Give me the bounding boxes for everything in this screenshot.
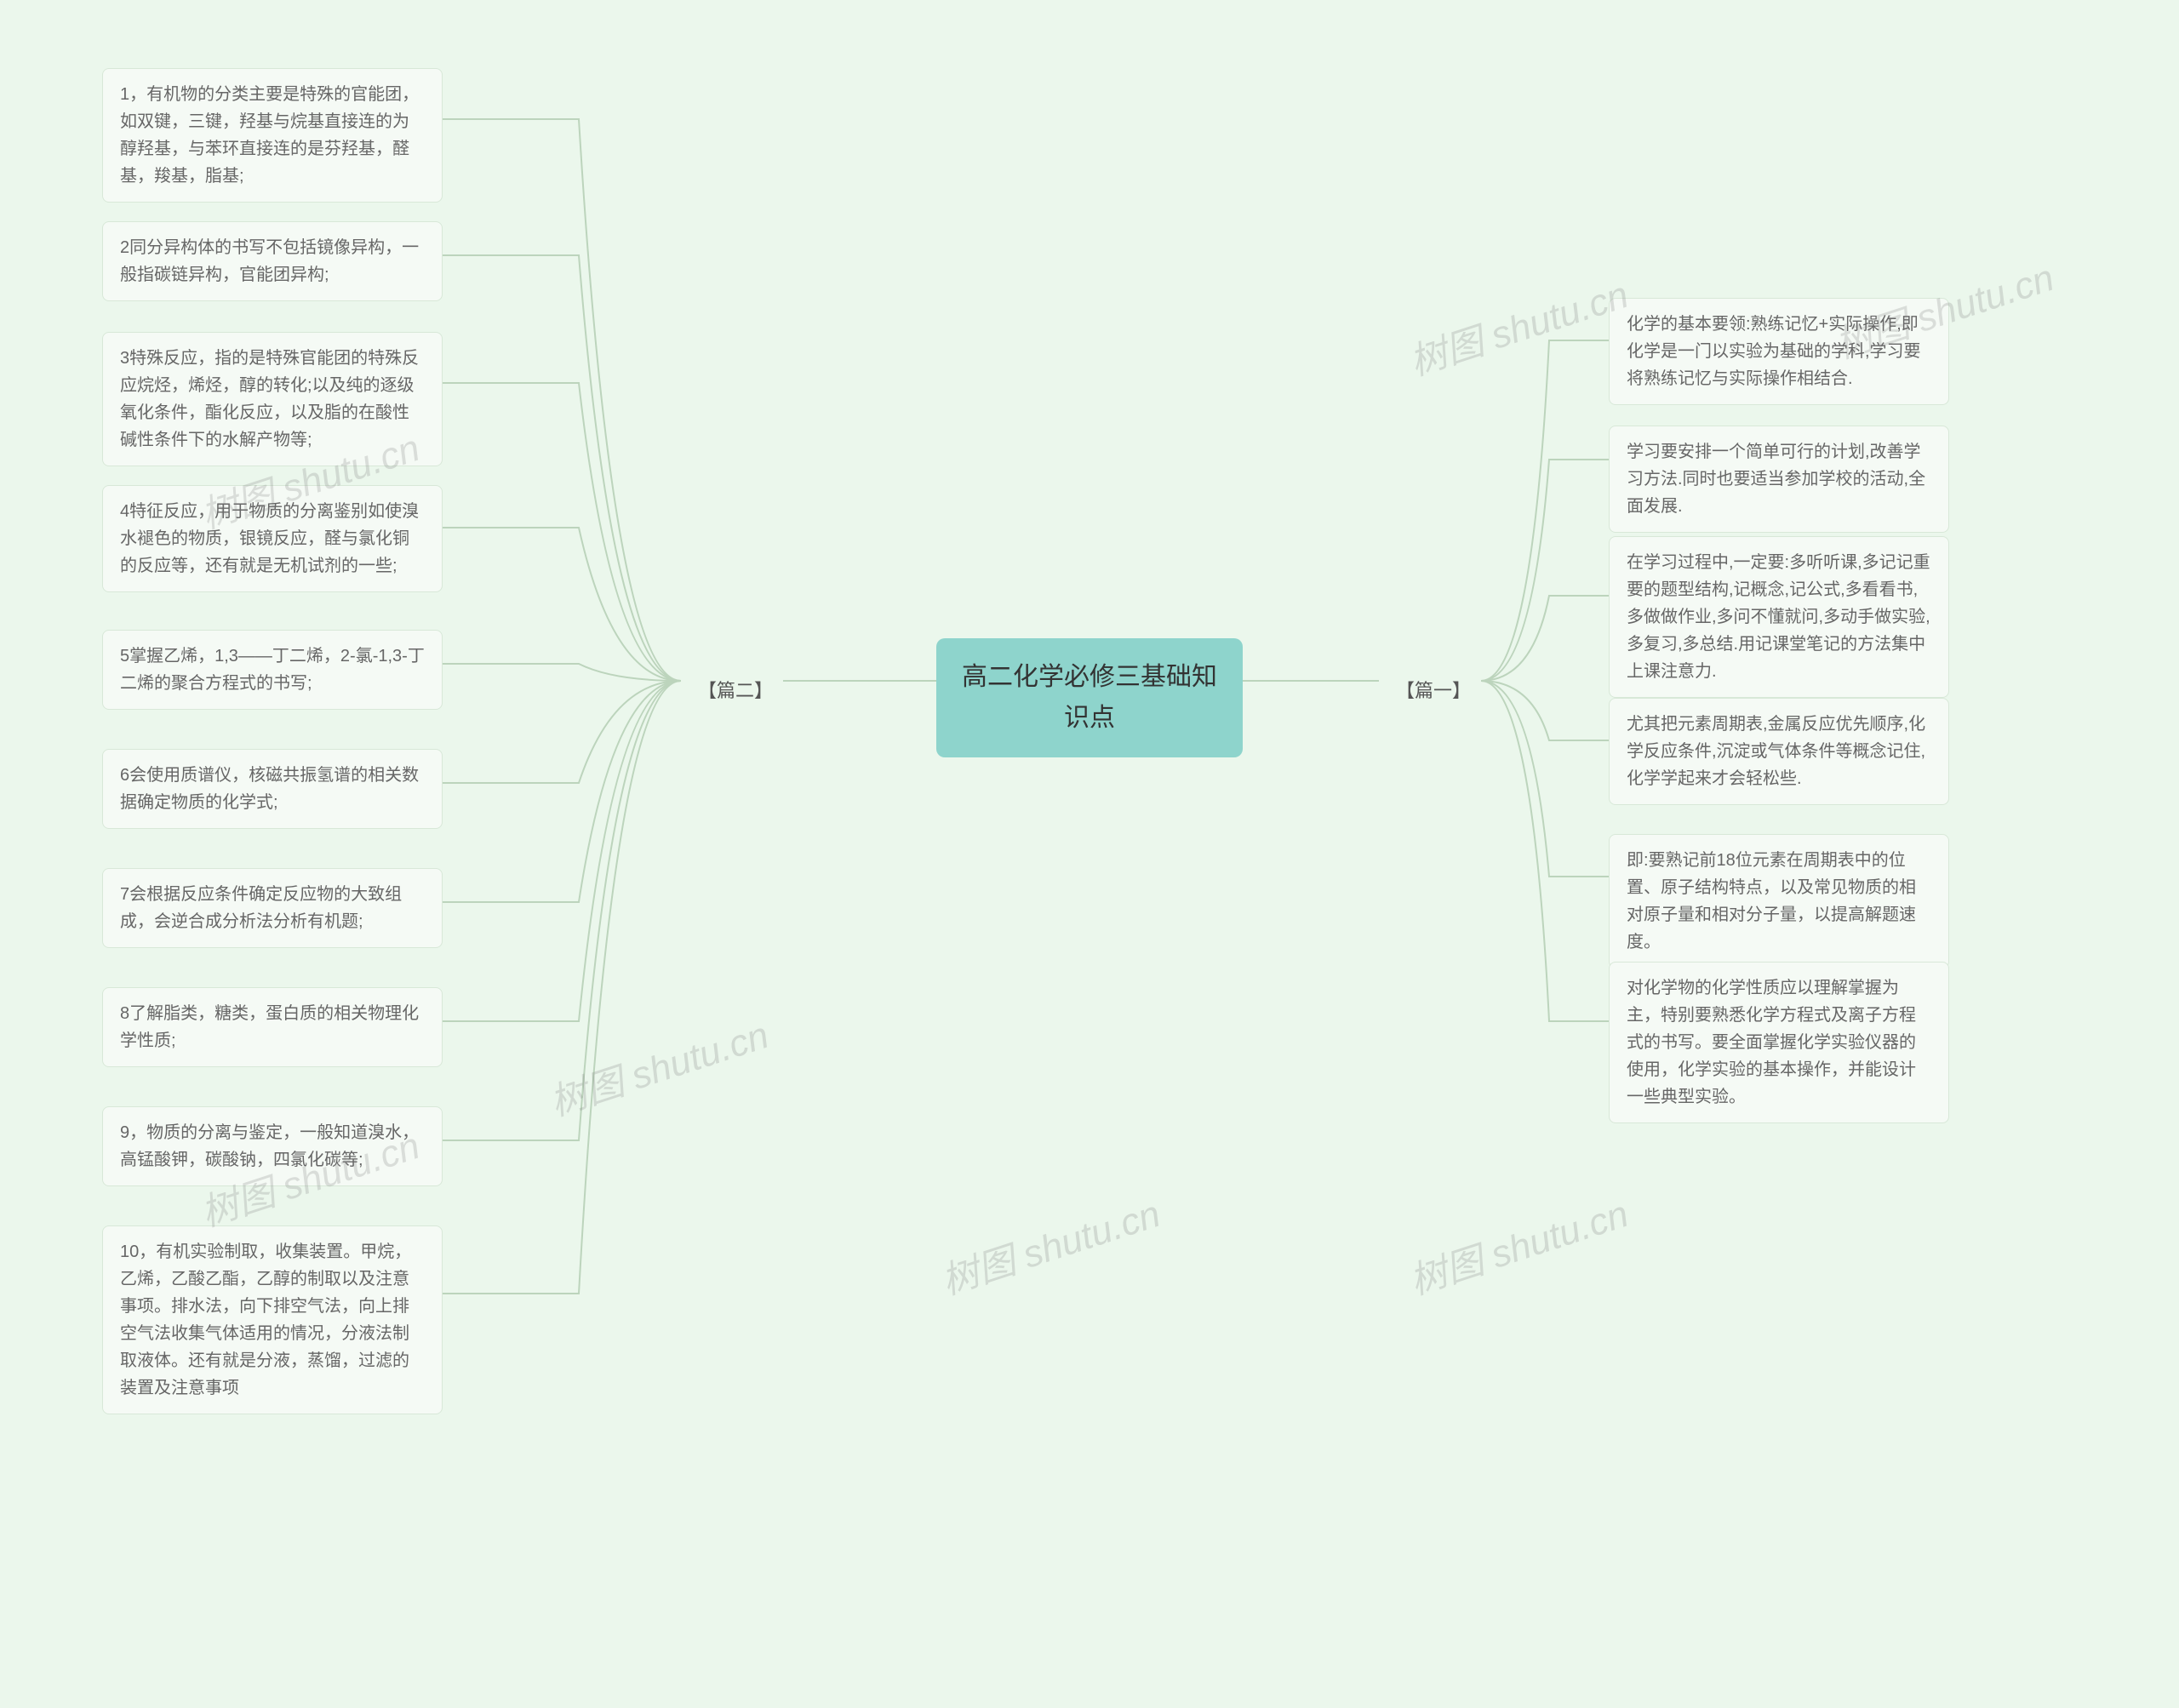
leaf-right-5: 对化学物的化学性质应以理解掌握为主，特别要熟悉化学方程式及离子方程式的书写。要全… bbox=[1609, 962, 1949, 1123]
leaf-text: 8了解脂类，糖类，蛋白质的相关物理化学性质; bbox=[120, 1004, 419, 1050]
leaf-right-1: 学习要安排一个简单可行的计划,改善学习方法.同时也要适当参加学校的活动,全面发展… bbox=[1609, 426, 1949, 533]
branch-right: 【篇一】 bbox=[1379, 664, 1488, 717]
watermark: 树图 shutu.cn bbox=[934, 1183, 1166, 1305]
watermark: 树图 shutu.cn bbox=[542, 1004, 775, 1126]
leaf-text: 5掌握乙烯，1,3——丁二烯，2-氯-1,3-丁二烯的聚合方程式的书写; bbox=[120, 647, 425, 693]
leaf-text: 对化学物的化学性质应以理解掌握为主，特别要熟悉化学方程式及离子方程式的书写。要全… bbox=[1627, 979, 1916, 1106]
leaf-right-4: 即:要熟记前18位元素在周期表中的位置、原子结构特点，以及常见物质的相对原子量和… bbox=[1609, 834, 1949, 968]
leaf-text: 7会根据反应条件确定反应物的大致组成，会逆合成分析法分析有机题; bbox=[120, 885, 402, 931]
watermark: 树图 shutu.cn bbox=[1402, 1183, 1634, 1305]
leaf-right-0: 化学的基本要领:熟练记忆+实际操作,即化学是一门以实验为基础的学科,学习要将熟练… bbox=[1609, 298, 1949, 405]
branch-left: 【篇二】 bbox=[681, 664, 790, 717]
leaf-text: 9，物质的分离与鉴定，一般知道溴水，高锰酸钾，碳酸钠，四氯化碳等; bbox=[120, 1123, 419, 1169]
leaf-text: 6会使用质谱仪，核磁共振氢谱的相关数据确定物质的化学式; bbox=[120, 766, 419, 812]
leaf-text: 化学的基本要领:熟练记忆+实际操作,即化学是一门以实验为基础的学科,学习要将熟练… bbox=[1627, 315, 1921, 388]
leaf-left-6: 7会根据反应条件确定反应物的大致组成，会逆合成分析法分析有机题; bbox=[102, 868, 443, 948]
branch-left-label: 【篇二】 bbox=[698, 680, 773, 701]
leaf-text: 2同分异构体的书写不包括镜像异构，一般指碳链异构，官能团异构; bbox=[120, 238, 419, 284]
watermark: 树图 shutu.cn bbox=[1402, 264, 1634, 386]
leaf-left-2: 3特殊反应，指的是特殊官能团的特殊反应烷烃，烯烃，醇的转化;以及纯的逐级氧化条件… bbox=[102, 332, 443, 466]
leaf-text: 3特殊反应，指的是特殊官能团的特殊反应烷烃，烯烃，醇的转化;以及纯的逐级氧化条件… bbox=[120, 349, 419, 449]
leaf-left-7: 8了解脂类，糖类，蛋白质的相关物理化学性质; bbox=[102, 987, 443, 1067]
leaf-text: 即:要熟记前18位元素在周期表中的位置、原子结构特点，以及常见物质的相对原子量和… bbox=[1627, 851, 1916, 951]
leaf-text: 10，有机实验制取，收集装置。甲烷，乙烯，乙酸乙酯，乙醇的制取以及注意事项。排水… bbox=[120, 1242, 411, 1397]
leaf-text: 1，有机物的分类主要是特殊的官能团，如双键，三键，羟基与烷基直接连的为醇羟基，与… bbox=[120, 85, 419, 186]
leaf-left-4: 5掌握乙烯，1,3——丁二烯，2-氯-1,3-丁二烯的聚合方程式的书写; bbox=[102, 630, 443, 710]
center-label: 高二化学必修三基础知识点 bbox=[962, 663, 1217, 732]
leaf-right-3: 尤其把元素周期表,金属反应优先顺序,化学反应条件,沉淀或气体条件等概念记住,化学… bbox=[1609, 698, 1949, 805]
leaf-left-9: 10，有机实验制取，收集装置。甲烷，乙烯，乙酸乙酯，乙醇的制取以及注意事项。排水… bbox=[102, 1225, 443, 1414]
leaf-left-5: 6会使用质谱仪，核磁共振氢谱的相关数据确定物质的化学式; bbox=[102, 749, 443, 829]
leaf-text: 学习要安排一个简单可行的计划,改善学习方法.同时也要适当参加学校的活动,全面发展… bbox=[1627, 443, 1925, 516]
leaf-left-8: 9，物质的分离与鉴定，一般知道溴水，高锰酸钾，碳酸钠，四氯化碳等; bbox=[102, 1106, 443, 1186]
leaf-right-2: 在学习过程中,一定要:多听听课,多记记重要的题型结构,记概念,记公式,多看看书,… bbox=[1609, 536, 1949, 698]
leaf-left-0: 1，有机物的分类主要是特殊的官能团，如双键，三键，羟基与烷基直接连的为醇羟基，与… bbox=[102, 68, 443, 203]
leaf-left-1: 2同分异构体的书写不包括镜像异构，一般指碳链异构，官能团异构; bbox=[102, 221, 443, 301]
branch-right-label: 【篇一】 bbox=[1396, 680, 1471, 701]
leaf-text: 4特征反应，用于物质的分离鉴别如使溴水褪色的物质，银镜反应，醛与氯化铜的反应等，… bbox=[120, 502, 419, 575]
center-node: 高二化学必修三基础知识点 bbox=[936, 638, 1243, 757]
leaf-text: 在学习过程中,一定要:多听听课,多记记重要的题型结构,记概念,记公式,多看看书,… bbox=[1627, 553, 1930, 681]
leaf-text: 尤其把元素周期表,金属反应优先顺序,化学反应条件,沉淀或气体条件等概念记住,化学… bbox=[1627, 715, 1925, 788]
leaf-left-3: 4特征反应，用于物质的分离鉴别如使溴水褪色的物质，银镜反应，醛与氯化铜的反应等，… bbox=[102, 485, 443, 592]
